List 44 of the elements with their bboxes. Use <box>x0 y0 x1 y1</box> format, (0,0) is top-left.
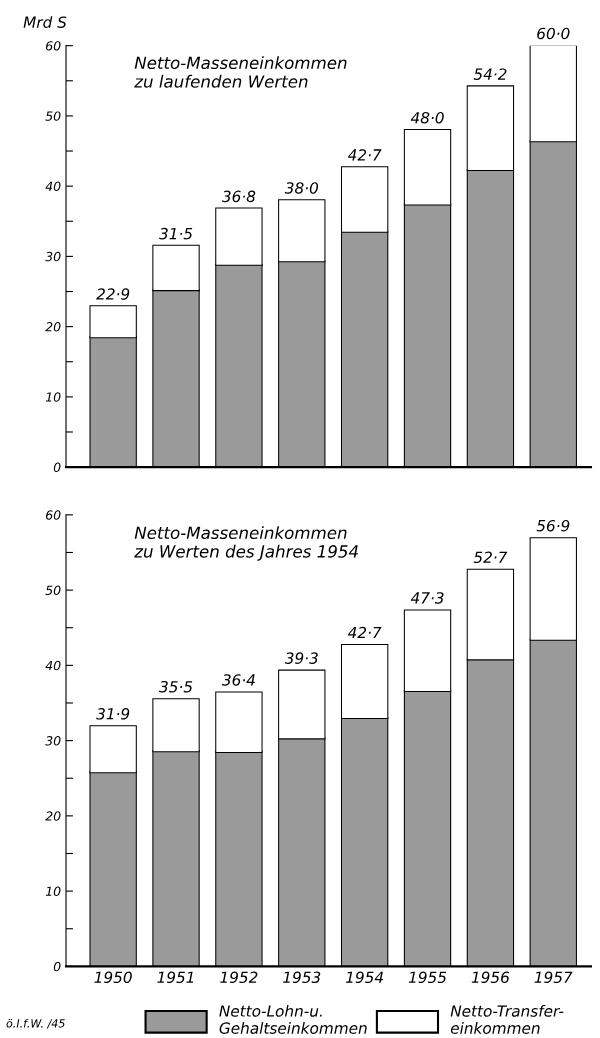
total-label: 22·9 <box>96 288 130 300</box>
text: Netto-Masseneinkommen zu laufenden Werten <box>134 56 347 88</box>
legend-label: Netto-Lohn-u. Gehaltseinkommen <box>219 1004 367 1034</box>
x-tick-label: 1951 <box>157 971 194 984</box>
y-tick-label: 10 <box>45 886 61 897</box>
x-tick-label: 1953 <box>283 971 321 984</box>
total-label: 56·9 <box>536 519 570 532</box>
x-tick-label: 1957 <box>534 971 573 984</box>
y-axis-title: Mrd S <box>23 16 67 28</box>
text: ö.I.f.W. /45 <box>6 1018 65 1029</box>
y-tick-label: 50 <box>45 111 61 121</box>
y-tick-label: 30 <box>45 251 61 262</box>
x-tick-label: 1956 <box>471 971 510 984</box>
y-tick-label: 20 <box>45 322 61 332</box>
y-tick-label: 10 <box>45 392 61 402</box>
y-tick-label: 0 <box>53 462 61 473</box>
total-label: 36·8 <box>221 190 256 203</box>
total-label: 36·4 <box>221 674 255 686</box>
y-tick-label: 60 <box>46 41 61 51</box>
x-tick-label: 1950 <box>94 971 132 984</box>
total-label: 35·5 <box>159 680 193 693</box>
total-label: 47·3 <box>410 592 444 604</box>
total-label: 39·3 <box>284 652 318 664</box>
total-label: 42·7 <box>347 626 382 639</box>
total-label: 52·7 <box>473 551 508 564</box>
y-tick-label: 20 <box>45 811 61 821</box>
x-tick-label: 1955 <box>408 971 447 984</box>
y-tick-label: 30 <box>45 736 61 746</box>
x-tick-label: 1952 <box>220 971 258 984</box>
total-label: 42·7 <box>347 149 382 161</box>
total-label: 38·0 <box>284 182 319 194</box>
total-label: 31·9 <box>96 708 130 720</box>
total-label: 48·0 <box>410 111 444 124</box>
x-tick-label: 1954 <box>345 971 383 984</box>
y-tick-label: 0 <box>53 961 61 972</box>
y-tick-label: 40 <box>45 660 61 671</box>
legend-label: Netto-Transfer- einkommen <box>450 1004 564 1034</box>
total-label: 31·5 <box>159 227 193 240</box>
y-tick-label: 40 <box>45 181 61 192</box>
text: Netto-Masseneinkommen zu Werten des Jahres 1954 <box>134 526 358 561</box>
y-tick-label: 50 <box>45 585 61 596</box>
total-label: 60·0 <box>537 27 570 40</box>
y-tick-label: 60 <box>46 510 61 520</box>
total-label: 54·2 <box>473 68 507 80</box>
